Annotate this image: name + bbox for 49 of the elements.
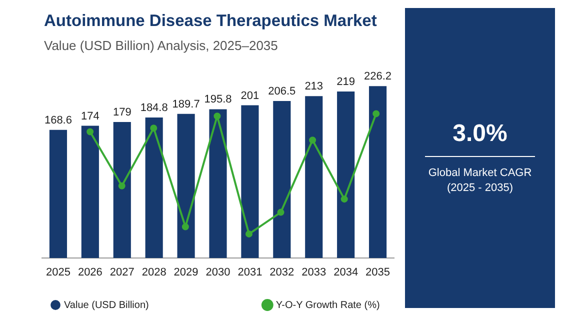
bar [49,130,68,258]
x-tick-label: 2026 [78,266,102,279]
point [245,230,252,238]
bar [145,118,163,258]
x-tick-label: 2033 [302,266,326,279]
bar [337,92,355,258]
bar [113,122,131,258]
data-label: 213 [304,80,324,93]
point [309,136,316,144]
data-label: 226.2 [364,70,392,83]
x-tick-label: 2031 [238,266,262,279]
data-label: 206.5 [268,86,296,98]
legend-label: Value (USD Billion) [64,300,149,311]
x-tick-label: 2027 [110,266,134,279]
point [277,208,284,216]
bar [81,126,99,258]
x-tick-label: 2028 [142,266,166,279]
bar [209,109,227,258]
data-label: 195.8 [204,94,232,106]
data-label: 179 [112,106,132,118]
point [118,182,126,190]
point [182,223,189,230]
point [150,124,158,132]
text: 3.0% [452,120,508,148]
legend-label: Y-O-Y Growth Rate (%) [276,300,380,311]
data-label: 168.6 [44,114,72,126]
point [86,128,94,136]
bar [305,96,323,258]
x-tick-label: 2025 [46,266,70,279]
chart-subtitle: Value (USD Billion) Analysis, 2025–2035 [44,38,278,53]
data-label: 201 [240,90,260,102]
data-label: 219 [336,76,355,88]
bar [177,114,195,258]
data-label: 174 [81,110,100,122]
chart-title: Autoimmune Disease Therapeutics Market [44,12,377,31]
point [340,196,348,203]
bar [273,101,291,258]
x-tick-label: 2032 [270,266,294,279]
x-tick-label: 2035 [366,266,390,279]
x-tick-label: 2030 [206,266,230,279]
point [372,110,380,118]
bar [241,105,259,258]
bar [368,86,387,258]
data-label: 189.7 [172,98,200,110]
data-label: 184.8 [140,102,168,114]
x-tick-label: 2029 [174,266,198,279]
point [214,112,221,120]
text: Global Market CAGR (2025 - 2035) [427,166,533,196]
x-tick-label: 2034 [334,266,358,279]
